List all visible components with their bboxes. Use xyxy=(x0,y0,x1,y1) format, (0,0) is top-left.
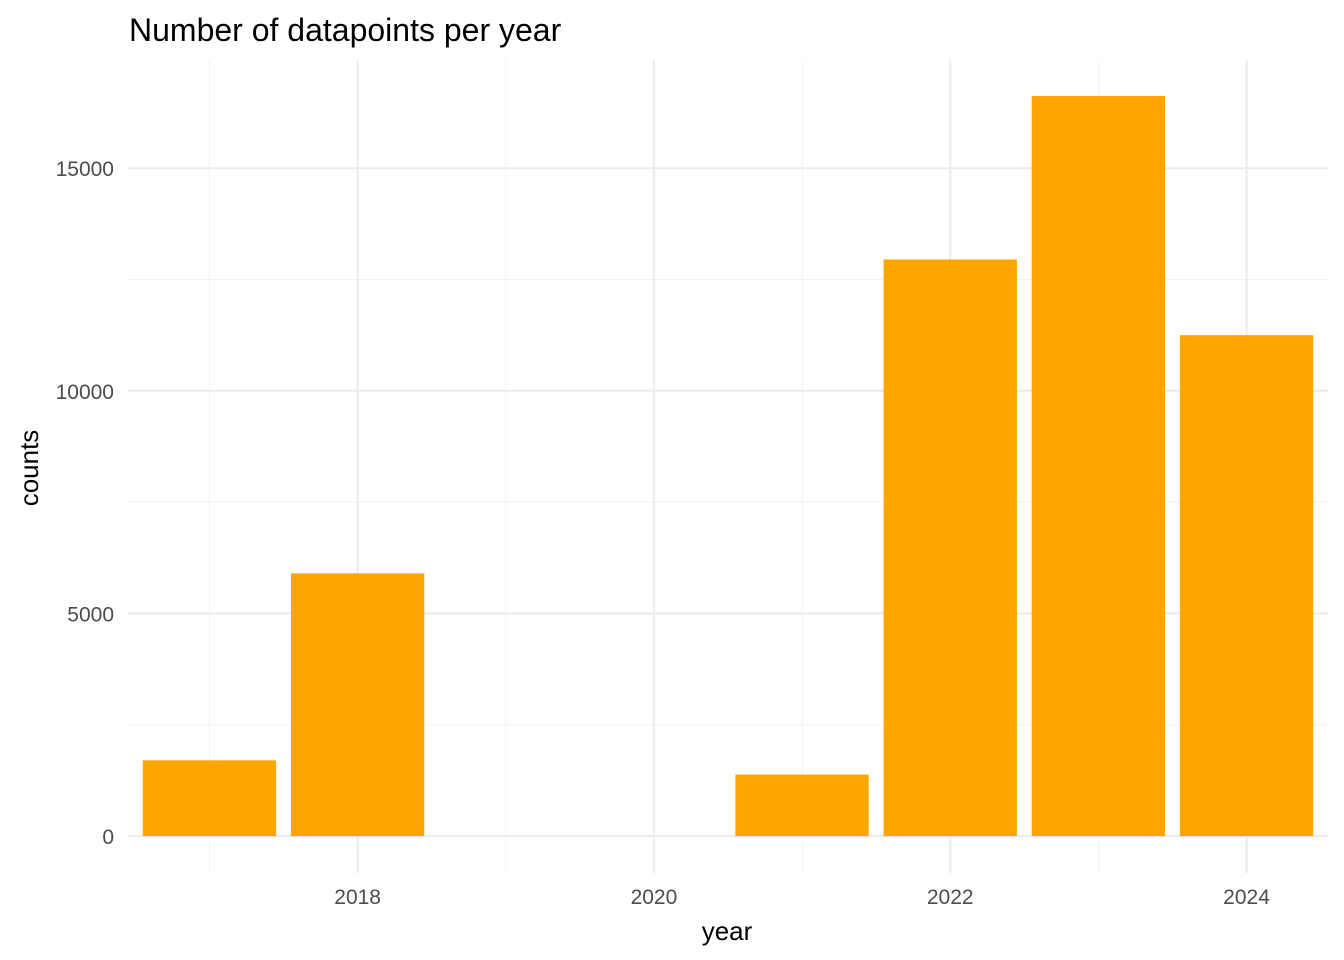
bar-2022 xyxy=(883,259,1017,837)
y-axis-tick-labels: 0 5000 10000 15000 xyxy=(56,158,114,849)
chart-title: Number of datapoints per year xyxy=(129,12,562,48)
bars xyxy=(142,96,1314,837)
x-tick-label: 2018 xyxy=(334,886,381,909)
x-tick-label: 2024 xyxy=(1223,886,1270,909)
bar-2017 xyxy=(142,760,277,837)
x-axis-title: year xyxy=(702,916,753,946)
y-tick-label: 0 xyxy=(102,826,114,849)
y-tick-label: 10000 xyxy=(56,381,114,404)
x-tick-label: 2020 xyxy=(631,886,678,909)
bar-2018 xyxy=(290,573,425,837)
bar-2021 xyxy=(735,774,869,837)
y-tick-label: 15000 xyxy=(56,158,114,181)
x-axis-tick-labels: 2018 2020 2022 2024 xyxy=(334,886,1270,909)
y-tick-label: 5000 xyxy=(67,603,114,626)
y-axis-title: counts xyxy=(14,430,44,507)
x-tick-label: 2022 xyxy=(927,886,974,909)
bar-2024 xyxy=(1179,335,1314,837)
bar-2023 xyxy=(1031,96,1166,837)
